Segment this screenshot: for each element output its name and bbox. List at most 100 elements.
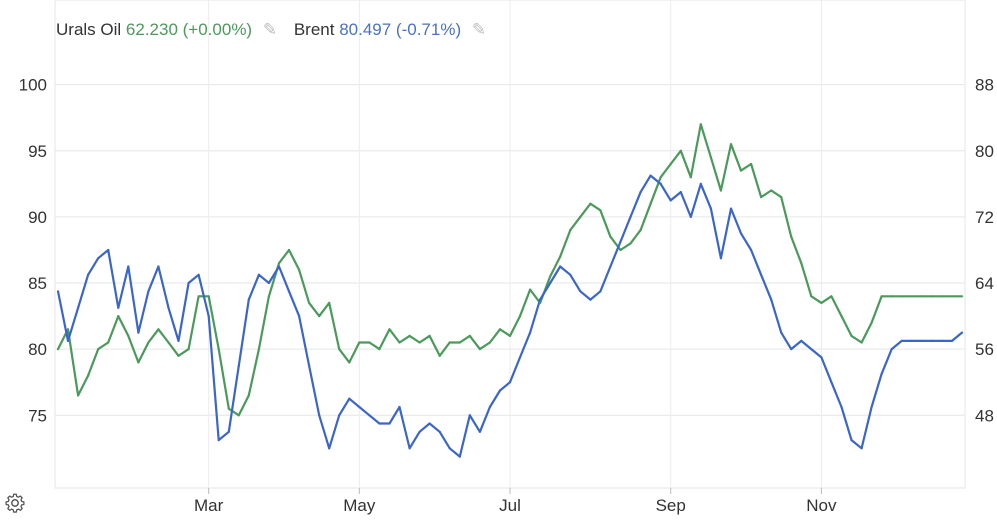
data-point [689,215,692,218]
data-point [790,235,793,238]
data-point [529,288,532,291]
chart-points [56,123,964,458]
data-point [247,298,250,301]
gear-icon[interactable] [4,492,26,514]
data-point [870,321,873,324]
data-point [770,189,773,192]
data-point [308,364,311,367]
data-point [508,334,512,337]
data-point [659,182,662,185]
data-point [187,281,190,285]
data-point [338,348,341,351]
legend-item-brent[interactable]: Brent 80.497 (-0.71%) ✎ [294,20,486,40]
data-point [298,315,301,318]
legend-value: 80.497 [339,20,392,39]
data-point [478,430,481,433]
x-tick-label: Jul [499,496,521,515]
data-point [900,339,903,342]
data-point [318,315,321,318]
data-point [709,207,713,210]
data-point [579,215,582,218]
pencil-icon[interactable]: ✎ [471,20,487,39]
data-point [739,232,743,235]
data-point [227,407,230,410]
data-point [960,295,964,298]
data-point [478,348,481,351]
y-right-tick-label: 80 [975,142,994,161]
data-point [729,207,733,210]
data-point [298,268,301,271]
data-point [518,315,522,318]
data-point [87,374,90,377]
data-point [669,162,672,166]
data-point [830,381,833,384]
chart-grid [54,0,966,489]
y-right-tick-label: 48 [975,406,994,425]
data-point [629,242,632,245]
data-point [950,295,954,298]
y-left-tick-label: 85 [28,274,47,293]
data-point [368,414,371,417]
data-point [709,156,713,159]
data-point [117,315,120,318]
data-point [137,331,140,334]
data-point [539,301,542,304]
y-left-tick-label: 75 [28,406,47,425]
data-point [689,176,692,179]
legend-item-urals[interactable]: Urals Oil 62.230 (+0.00%) ✎ [56,20,277,40]
data-point [328,447,331,450]
data-point [950,339,954,342]
data-point [77,306,80,309]
data-point [197,295,200,298]
data-point [920,339,923,342]
data-point [267,295,270,298]
data-point [358,341,361,344]
data-point [719,189,723,192]
data-point [167,306,170,309]
data-point [609,235,612,238]
data-point [539,298,542,301]
data-point [187,348,190,351]
data-point [910,339,913,342]
data-point [750,248,753,252]
data-point [207,295,210,298]
x-tick-label: Nov [806,496,837,515]
data-point [549,275,552,278]
data-point [659,176,662,179]
data-point [66,328,70,331]
data-point [739,169,743,172]
data-point [900,295,903,298]
data-point [840,315,843,318]
data-point [97,348,100,351]
data-point [488,341,491,344]
data-point [418,430,421,433]
data-point [810,295,813,298]
data-point [619,248,622,252]
legend-name: Brent [293,20,335,39]
data-point [438,430,441,433]
data-point [679,191,682,194]
data-point [619,240,622,243]
data-point [860,341,863,344]
data-point [418,341,421,344]
data-point [649,202,652,205]
data-point [398,341,401,344]
data-point [56,348,60,351]
data-point [760,196,763,199]
data-point [910,295,913,298]
data-point [197,273,200,276]
pencil-icon[interactable]: ✎ [262,20,278,39]
data-point [428,334,431,337]
data-point [308,301,311,304]
data-point [177,339,180,342]
data-point [358,405,361,409]
data-point [629,215,632,218]
data-point [368,341,371,344]
data-point [599,209,602,212]
axis-ticks: 75 80 85 90 95 100 48 56 64 72 80 88 Mar May Jul Sep Nov [19,76,994,515]
data-point [448,341,451,344]
data-point [770,298,773,301]
data-point [639,191,642,194]
data-point [388,328,391,331]
legend-change: (+0.00%) [182,20,253,39]
